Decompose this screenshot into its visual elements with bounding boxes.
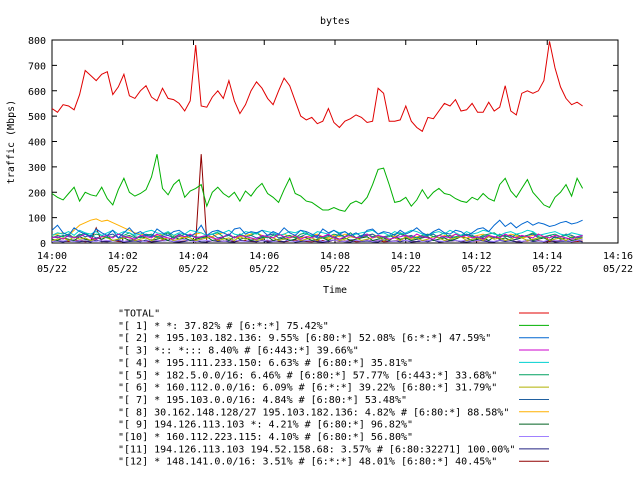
x-tick-time-label: 14:00: [37, 251, 67, 262]
x-tick-date-label: 05/22: [320, 264, 350, 275]
legend-label: "[11] 194.126.113.103 194.52.158.68: 3.5…: [118, 444, 515, 455]
legend-label: "[ 2] * 195.103.182.136: 9.55% [6:80:*] …: [118, 333, 491, 344]
series-line: [51, 229, 583, 237]
legend-label: "[ 1] * *: 37.82% # [6:*:*] 75.42%": [118, 321, 329, 332]
y-tick-label: 0: [40, 239, 46, 250]
y-tick-label: 100: [28, 214, 46, 225]
legend: "TOTAL""[ 1] * *: 37.82% # [6:*:*] 75.42…: [118, 309, 549, 468]
series-line: [51, 219, 583, 239]
x-tick-date-label: 05/22: [249, 264, 279, 275]
axes: 0 100 200 300 400 500 600 700 800 14:00 05/22 14:02…: [28, 36, 633, 275]
y-tick-label: 400: [28, 138, 46, 149]
x-tick-date-label: 05/22: [108, 264, 138, 275]
y-tick-label: 500: [28, 112, 46, 123]
x-tick-date-label: 05/22: [461, 264, 491, 275]
x-axis-label: Time: [323, 285, 347, 296]
x-tick-time-label: 14:08: [320, 251, 350, 262]
x-tick-date-label: 05/22: [603, 264, 633, 275]
legend-label: "[ 5] * 182.5.0.0/16: 6.46% # [6:80:*] 5…: [118, 370, 497, 381]
legend-label: "[ 6] * 160.112.0.0/16: 6.09% # [6:*:*] …: [118, 383, 497, 394]
y-tick-label: 800: [28, 36, 46, 47]
series-line: [51, 154, 584, 212]
x-tick-time-label: 14:16: [603, 251, 633, 262]
y-tick-label: 700: [28, 61, 46, 72]
legend-label: "[ 8] 30.162.148.128/27 195.103.182.136:…: [118, 407, 509, 418]
legend-label: "[ 3] *:: *::: 8.40% # [6:443:*] 39.66%": [118, 346, 359, 357]
x-tick-date-label: 05/22: [37, 264, 67, 275]
x-tick-time-label: 14:06: [249, 251, 279, 262]
x-tick-time-label: 14:12: [461, 251, 491, 262]
legend-label: "[10] * 160.112.223.115: 4.10% # [6:80:*…: [118, 432, 413, 443]
legend-label: "[ 7] * 195.103.0.0/16: 4.84% # [6:80:*]…: [118, 395, 407, 406]
x-tick-time-label: 14:10: [391, 251, 421, 262]
series-line: [51, 233, 583, 240]
y-tick-label: 200: [28, 188, 46, 199]
x-tick-date-label: 05/22: [532, 264, 562, 275]
series-line: [51, 233, 583, 239]
legend-label: "[ 9] 194.126.113.103 *: 4.21% # [6:80:*…: [118, 420, 413, 431]
series-line: [51, 154, 583, 243]
x-tick-time-label: 14:14: [532, 251, 562, 262]
x-tick-time-label: 14:02: [108, 251, 138, 262]
x-tick-date-label: 05/22: [178, 264, 208, 275]
x-tick-date-label: 05/22: [391, 264, 421, 275]
series-line: [51, 236, 583, 242]
plot-frame: [51, 39, 619, 244]
y-tick-label: 600: [28, 87, 46, 98]
series-layer: [51, 41, 584, 243]
y-axis-label: traffic (Mbps): [6, 100, 17, 184]
legend-label: "[12] * 148.141.0.0/16: 3.51% # [6:*:*] …: [118, 457, 497, 468]
legend-label: "[ 4] * 195.111.233.150: 6.63% # [6:80:*…: [118, 358, 413, 369]
chart-title: bytes: [320, 16, 350, 27]
x-tick-time-label: 14:04: [178, 251, 208, 262]
y-tick-label: 300: [28, 163, 46, 174]
series-line: [51, 41, 583, 133]
legend-label: "TOTAL": [118, 309, 160, 320]
